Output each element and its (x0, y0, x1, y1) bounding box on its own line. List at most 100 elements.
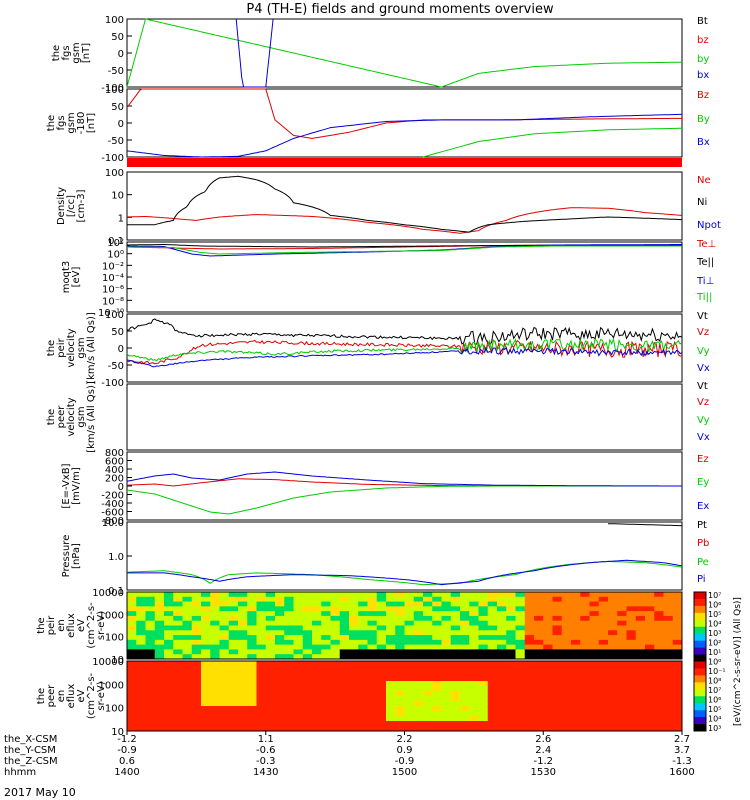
heatmap-cell (645, 706, 655, 712)
x-tick-label: -1.2 (533, 756, 553, 767)
heatmap-cell (617, 654, 627, 660)
heatmap-cell (460, 625, 470, 631)
heatmap-cell (432, 620, 442, 626)
heatmap-cell (321, 671, 331, 677)
heatmap-cell (191, 701, 202, 707)
y-tick-label: -100 (101, 153, 124, 164)
heatmap-cell (182, 686, 193, 692)
y-tick-label: 0 (118, 482, 124, 493)
heatmap-cell (238, 661, 248, 667)
heatmap-cell (256, 721, 267, 727)
heatmap-cell (460, 691, 470, 697)
heatmap-cell (191, 620, 202, 626)
heatmap-cell (367, 625, 378, 631)
heatmap-cell (238, 671, 248, 677)
colorbar-tick: 10⁴ (708, 620, 721, 629)
heatmap-cell (191, 611, 202, 617)
heatmap-cell (145, 671, 156, 677)
heatmap-cell (201, 592, 211, 598)
heatmap-cell (515, 686, 526, 692)
y-tick-label: -100 (101, 83, 124, 94)
heatmap-cell (635, 701, 646, 707)
heatmap-cell (136, 671, 146, 677)
heatmap-cell (219, 716, 230, 722)
heatmap-cell (571, 726, 581, 732)
legend-entry: Te⊥ (696, 239, 716, 250)
heatmap-cell (534, 654, 544, 660)
heatmap-cell (127, 592, 137, 598)
y-tick-label: 600 (105, 457, 124, 468)
heatmap-cell (228, 716, 239, 722)
heatmap-cell (367, 686, 378, 692)
heatmap-cell (367, 711, 378, 717)
heatmap-cell (376, 615, 387, 622)
heatmap-cell (635, 601, 646, 607)
heatmap-cell (487, 726, 498, 732)
heatmap-cell (145, 644, 156, 650)
heatmap-cell (432, 681, 442, 687)
heatmap-cell (330, 696, 341, 702)
heatmap-cell (247, 596, 257, 603)
heatmap-cell (349, 649, 359, 655)
heatmap-cell (127, 601, 137, 607)
heatmap-cell (386, 649, 396, 655)
heatmap-cell (367, 666, 378, 672)
heatmap-cell (265, 635, 276, 641)
heatmap-cell (284, 606, 294, 612)
y-axis-label: Density (56, 187, 67, 225)
heatmap-cell (284, 649, 294, 655)
x-tick-label: 0.9 (397, 745, 413, 756)
heatmap-cell (219, 601, 230, 607)
heatmap-cell (219, 596, 230, 603)
heatmap-cell (635, 625, 646, 631)
heatmap-cell (339, 671, 350, 677)
heatmap-cell (635, 615, 646, 622)
heatmap-cell (672, 592, 683, 598)
heatmap-cell (173, 615, 183, 622)
heatmap-cell (413, 716, 424, 722)
heatmap-cell (302, 726, 313, 732)
heatmap-cell (497, 711, 507, 717)
heatmap-cell (626, 611, 637, 617)
heatmap-cell (210, 691, 220, 697)
heatmap-cell (487, 620, 498, 626)
heatmap-cell (534, 601, 544, 607)
heatmap-cell (534, 639, 544, 646)
heatmap-cell (312, 671, 322, 677)
heatmap-cell (256, 630, 267, 636)
heatmap-cell (608, 671, 618, 677)
heatmap-cell (645, 639, 655, 646)
heatmap-cell (395, 596, 405, 603)
heatmap-cell (626, 696, 637, 702)
y-axis-label: en (56, 619, 67, 632)
heatmap-cell (589, 644, 600, 650)
heatmap-cell (552, 592, 563, 598)
heatmap-cell (219, 706, 230, 712)
y-axis-label: [nT] (86, 113, 97, 133)
heatmap-cell (441, 696, 452, 702)
y-tick-label: 10⁻¹⁰ (98, 308, 124, 319)
heatmap-cell (238, 716, 248, 722)
heatmap-cell (404, 630, 415, 636)
y-tick-label: 800 (105, 448, 124, 459)
heatmap-cell (201, 711, 211, 717)
heatmap-cell (645, 644, 655, 650)
heatmap-cell (284, 701, 294, 707)
heatmap-cell (302, 711, 313, 717)
heatmap-cell (413, 620, 424, 626)
heatmap-cell (487, 601, 498, 607)
heatmap-cell (645, 661, 655, 667)
heatmap-cell (561, 711, 572, 717)
heatmap-cell (395, 711, 405, 717)
heatmap-cell (515, 716, 526, 722)
heatmap-cell (497, 666, 507, 672)
heatmap-cell (145, 701, 156, 707)
heatmap-cell (210, 676, 220, 682)
heatmap-cell (182, 596, 193, 603)
heatmap-cell (182, 671, 193, 677)
heatmap-cell (330, 716, 341, 722)
heatmap-cell (349, 686, 359, 692)
heatmap-cell (191, 649, 202, 655)
heatmap-cell (423, 676, 433, 682)
heatmap-cell (524, 721, 535, 727)
